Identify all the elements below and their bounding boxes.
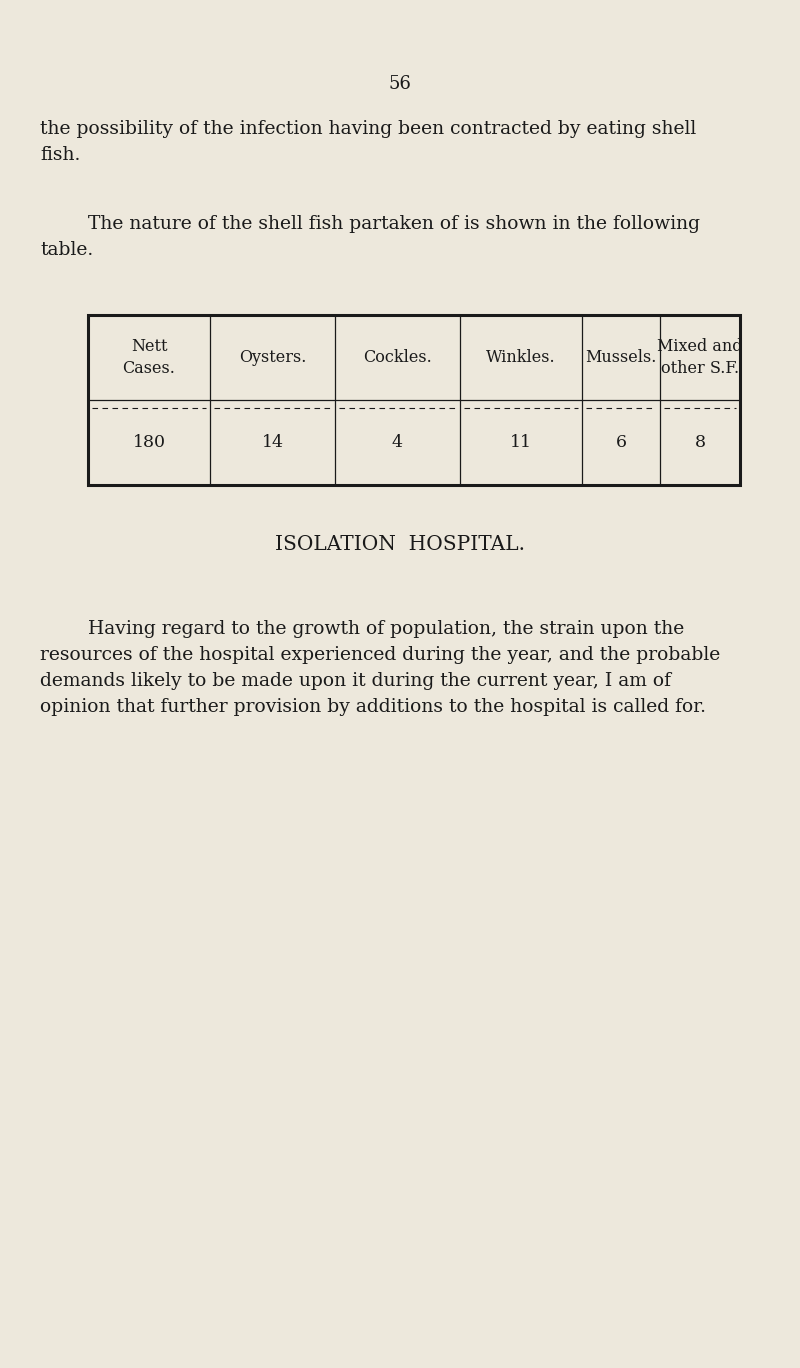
Text: Mixed and
other S.F.: Mixed and other S.F. <box>658 338 742 376</box>
Text: opinion that further provision by additions to the hospital is called for.: opinion that further provision by additi… <box>40 698 706 715</box>
Text: 14: 14 <box>262 434 283 451</box>
Text: Mussels.: Mussels. <box>586 349 657 367</box>
Text: ISOLATION  HOSPITAL.: ISOLATION HOSPITAL. <box>275 535 525 554</box>
Bar <box>88 315 740 486</box>
Text: Having regard to the growth of population, the strain upon the: Having regard to the growth of populatio… <box>40 620 684 637</box>
Text: 4: 4 <box>392 434 403 451</box>
Text: demands likely to be made upon it during the current year, I am of: demands likely to be made upon it during… <box>40 672 671 689</box>
Text: 11: 11 <box>510 434 532 451</box>
Text: 8: 8 <box>694 434 706 451</box>
Text: The nature of the shell fish partaken of is shown in the following
table.: The nature of the shell fish partaken of… <box>40 215 700 259</box>
Text: Winkles.: Winkles. <box>486 349 556 367</box>
Text: Oysters.: Oysters. <box>239 349 306 367</box>
Text: the possibility of the infection having been contracted by eating shell
fish.: the possibility of the infection having … <box>40 120 696 164</box>
Text: 180: 180 <box>133 434 166 451</box>
Text: 56: 56 <box>389 75 411 93</box>
Text: Nett
Cases.: Nett Cases. <box>122 338 175 376</box>
Text: Cockles.: Cockles. <box>363 349 432 367</box>
Text: resources of the hospital experienced during the year, and the probable: resources of the hospital experienced du… <box>40 646 720 663</box>
Text: 6: 6 <box>615 434 626 451</box>
